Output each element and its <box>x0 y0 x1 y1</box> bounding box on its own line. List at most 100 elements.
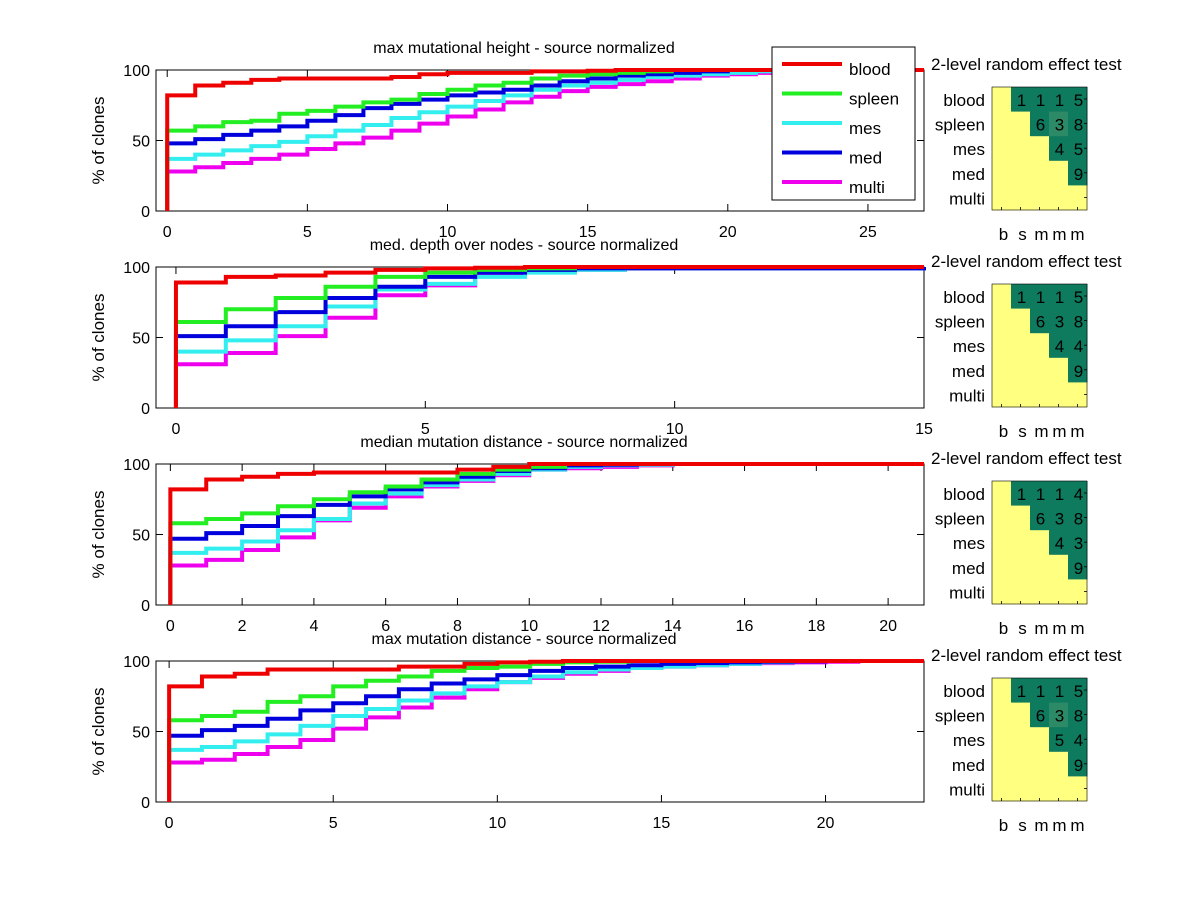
heatmap-cell <box>992 111 1012 137</box>
heatmap-col-label: m <box>1034 619 1048 638</box>
heatmap-cell <box>1068 111 1088 137</box>
heatmap-cell-value: 1 <box>1036 91 1045 110</box>
heatmap-col-label: s <box>1018 619 1027 638</box>
heatmap-cell-value: 5 <box>1074 91 1083 110</box>
y-tick-label: 50 <box>132 134 150 151</box>
x-tick-label: 20 <box>719 224 737 241</box>
x-tick-label: 25 <box>859 224 877 241</box>
heatmap-col-label: m <box>1052 422 1066 441</box>
heatmap-cell <box>1049 481 1069 506</box>
heatmap-cell <box>1049 111 1069 137</box>
heatmap-cell <box>1068 357 1088 383</box>
heatmap-cell <box>1068 702 1088 728</box>
series-line-blood <box>168 462 924 605</box>
heatmap-row-label: mes <box>953 140 985 159</box>
heatmap-title: 2-level random effect test <box>931 55 1122 74</box>
legend-label-med: med <box>849 149 882 168</box>
heatmap-cell <box>992 678 1012 703</box>
heatmap-row-label: spleen <box>935 510 985 529</box>
heatmap-row-label: blood <box>943 91 985 110</box>
heatmap-cell-value: 6 <box>1036 707 1045 726</box>
y-tick-label: 100 <box>123 63 150 80</box>
heatmap-cell <box>992 185 1012 211</box>
heatmap-cell <box>1068 382 1088 408</box>
y-tick-label: 50 <box>132 725 150 742</box>
heatmap-cell <box>1068 136 1088 162</box>
heatmap-cell-value: 5 <box>1074 682 1083 701</box>
heatmap-cell-value: 1 <box>1055 682 1064 701</box>
y-tick-label: 0 <box>141 598 150 615</box>
heatmap-cell <box>992 505 1012 531</box>
heatmap-cell <box>1030 702 1050 728</box>
plot-area <box>155 660 925 803</box>
heatmap-cell-value: 5 <box>1074 140 1083 159</box>
heatmap-cell <box>1011 702 1031 728</box>
heatmap-cell <box>1030 579 1050 605</box>
heatmap-cell <box>1011 357 1031 383</box>
heatmap-col-label: s <box>1018 816 1027 835</box>
y-axis-label: % of clones <box>89 294 108 382</box>
x-tick-label: 12 <box>592 618 610 635</box>
heatmap-cell-value: 4 <box>1074 731 1083 750</box>
heatmap-cell <box>1011 505 1031 531</box>
heatmap-cell <box>1049 727 1069 753</box>
heatmap-cell <box>1049 776 1069 802</box>
series-line-blood <box>173 265 924 408</box>
heatmap-cell <box>1011 160 1031 186</box>
heatmap-cell <box>992 333 1012 359</box>
heatmap-row-label: multi <box>949 386 985 405</box>
heatmap-cell <box>1030 284 1050 309</box>
x-tick-label: 4 <box>309 618 318 635</box>
heatmap-col-label: m <box>1034 816 1048 835</box>
heatmap-cell <box>1049 308 1069 334</box>
heatmap-cell-value: 8 <box>1074 510 1083 529</box>
heatmap-row-label: mes <box>953 731 985 750</box>
heatmap-col-label: s <box>1018 225 1027 244</box>
heatmap-col-label: b <box>999 422 1008 441</box>
heatmap-cell <box>992 308 1012 334</box>
heatmap-cell <box>1049 702 1069 728</box>
x-tick-label: 10 <box>488 815 506 832</box>
y-tick-label: 50 <box>132 331 150 348</box>
heatmap-cell <box>1030 505 1050 531</box>
heatmap-cell <box>1030 751 1050 777</box>
plot-area <box>155 463 925 606</box>
heatmap-cell-value: 4 <box>1055 534 1064 553</box>
series-line-spleen <box>168 462 924 605</box>
series-line-spleen <box>165 68 924 211</box>
x-tick-label: 20 <box>817 815 835 832</box>
heatmap-cell-value: 9 <box>1074 165 1083 184</box>
x-tick-label: 10 <box>520 618 538 635</box>
legend-label-multi: multi <box>849 178 885 197</box>
chart-title: max mutational height - source normalize… <box>373 40 674 57</box>
x-tick-label: 0 <box>166 618 175 635</box>
heatmap-cell-value: 9 <box>1074 756 1083 775</box>
panel-1: max mutational height - source normalize… <box>89 40 1122 244</box>
heatmap-cell <box>992 284 1012 309</box>
x-tick-label: 0 <box>171 421 180 438</box>
heatmap-cell-value: 3 <box>1055 510 1064 529</box>
heatmap-title: 2-level random effect test <box>931 449 1122 468</box>
heatmap-cell <box>1030 481 1050 506</box>
heatmap-cell <box>1011 727 1031 753</box>
heatmap-cell-value: 1 <box>1017 485 1026 504</box>
heatmap-title: 2-level random effect test <box>931 646 1122 665</box>
heatmap-row-label: spleen <box>935 707 985 726</box>
x-tick-label: 5 <box>421 421 430 438</box>
heatmap-cell <box>1068 751 1088 777</box>
heatmap-cell <box>1030 160 1050 186</box>
heatmap-row-label: med <box>952 559 985 578</box>
heatmap-col-label: s <box>1018 422 1027 441</box>
heatmap-row-label: multi <box>949 189 985 208</box>
heatmap-cell <box>992 87 1012 112</box>
x-tick-label: 15 <box>653 815 671 832</box>
heatmap-cell <box>1068 505 1088 531</box>
x-tick-label: 10 <box>439 224 457 241</box>
heatmap-row-label: mes <box>953 534 985 553</box>
heatmap-cell-value: 9 <box>1074 362 1083 381</box>
x-tick-label: 8 <box>453 618 462 635</box>
heatmap-col-label: b <box>999 816 1008 835</box>
heatmap-col-label: m <box>1070 816 1084 835</box>
